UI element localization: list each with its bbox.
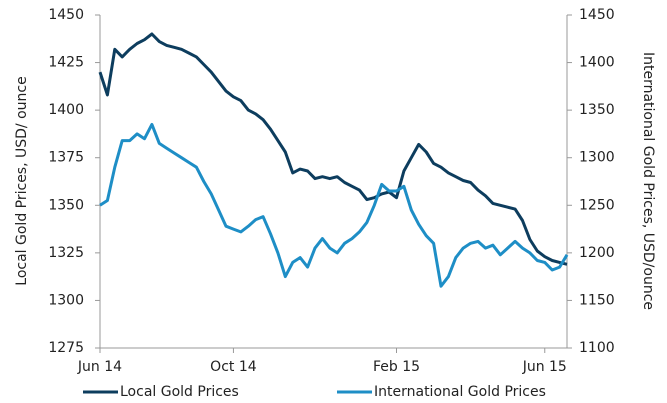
- y-tick-label: 1400: [48, 102, 84, 118]
- series-line: [98, 32, 568, 266]
- y2-axis-label: International Gold Prices, USD/ounce: [640, 52, 656, 310]
- y-tick-label: 1350: [48, 197, 84, 213]
- y-tick-label: 1450: [48, 7, 84, 23]
- y2-tick-label: 1450: [579, 7, 615, 23]
- legend-label: International Gold Prices: [374, 384, 546, 400]
- y-tick-label: 1425: [48, 55, 84, 71]
- y2-tick-label: 1150: [579, 292, 615, 308]
- x-tick-label: Jun 14: [77, 359, 122, 375]
- x-tick-label: Oct 14: [210, 359, 257, 375]
- y-axis-label: Local Gold Prices, USD/ ounce: [14, 76, 30, 285]
- y2-tick-label: 1250: [579, 197, 615, 213]
- y2-tick-label: 1200: [579, 245, 615, 261]
- y-tick-label: 1300: [48, 292, 84, 308]
- y2-tick-label: 1100: [579, 340, 615, 356]
- series-line: [99, 122, 569, 288]
- x-tick-label: Feb 15: [373, 359, 420, 375]
- y-tick-label: 1375: [48, 150, 84, 166]
- y2-tick-label: 1300: [579, 150, 615, 166]
- legend-label: Local Gold Prices: [120, 384, 239, 400]
- y2-tick-label: 1400: [579, 55, 615, 71]
- y-tick-label: 1275: [48, 340, 84, 356]
- y-tick-label: 1325: [48, 245, 84, 261]
- x-tick-label: Jun 15: [522, 359, 567, 375]
- y2-tick-label: 1350: [579, 102, 615, 118]
